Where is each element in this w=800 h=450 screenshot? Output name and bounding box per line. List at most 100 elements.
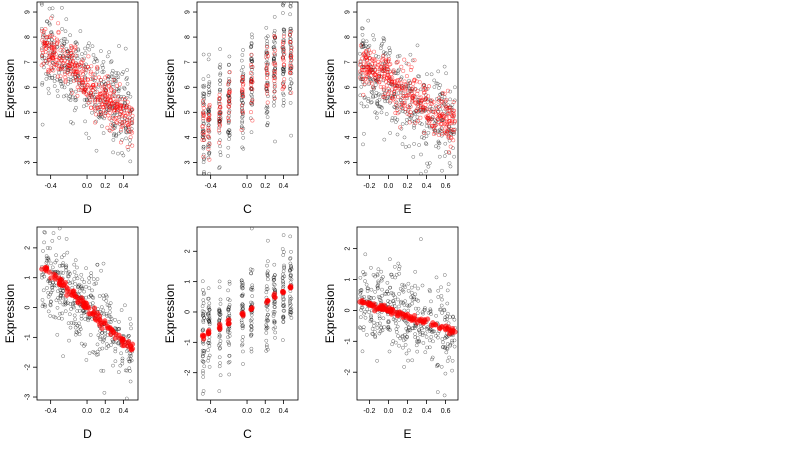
observed-point <box>103 329 107 333</box>
observed-point <box>102 311 106 316</box>
observed-point <box>288 256 292 261</box>
observed-point <box>249 44 254 49</box>
fitted-point <box>94 89 99 94</box>
observed-point <box>375 358 379 363</box>
observed-point <box>250 285 255 290</box>
observed-point <box>91 296 96 300</box>
observed-point <box>217 166 221 170</box>
observed-point <box>67 312 72 317</box>
observed-point <box>272 312 276 316</box>
observed-point <box>281 284 286 289</box>
observed-point <box>207 365 212 369</box>
observed-point <box>68 281 72 286</box>
observed-point <box>378 321 382 326</box>
fitted-point <box>202 132 207 137</box>
observed-point <box>363 315 368 320</box>
observed-point <box>404 117 409 122</box>
observed-point <box>365 104 369 109</box>
fitted-point <box>95 97 100 102</box>
observed-point <box>374 54 378 58</box>
fitted-point <box>272 72 277 77</box>
fitted-point <box>399 90 404 95</box>
observed-point <box>60 290 64 295</box>
fitted-point <box>436 116 441 121</box>
observed-point <box>271 282 276 286</box>
fitted-point <box>55 74 60 79</box>
observed-point <box>111 363 115 368</box>
observed-point <box>273 139 277 144</box>
observed-point <box>92 350 97 355</box>
fitted-point <box>88 71 93 76</box>
observed-point <box>394 71 399 75</box>
observed-point <box>369 89 374 94</box>
observed-point <box>414 343 419 348</box>
observed-point <box>61 43 66 48</box>
observed-point <box>410 298 415 302</box>
observed-point <box>281 27 286 32</box>
observed-point <box>87 47 92 52</box>
fitted-point <box>399 84 404 89</box>
fitted-point <box>78 70 83 75</box>
observed-point <box>48 314 53 318</box>
fitted-point <box>108 105 113 110</box>
observed-point <box>386 291 391 296</box>
observed-point <box>104 342 109 346</box>
fitted-point <box>420 105 425 110</box>
observed-point <box>207 301 212 306</box>
fitted-point <box>110 127 115 132</box>
fitted-point <box>78 60 83 65</box>
fitted-point <box>421 87 426 92</box>
observed-point <box>80 286 84 291</box>
observed-point <box>369 287 374 292</box>
observed-point <box>67 338 71 343</box>
observed-point <box>92 282 97 287</box>
observed-point <box>206 155 211 160</box>
fitted-point <box>120 97 125 102</box>
observed-point <box>419 87 423 92</box>
observed-point <box>281 308 286 313</box>
x-tick-label: 0.4 <box>119 183 129 190</box>
observed-point <box>414 339 419 344</box>
observed-point <box>125 68 129 72</box>
observed-point <box>366 18 371 23</box>
fitted-point <box>127 105 132 110</box>
observed-point <box>94 148 99 153</box>
fitted-point <box>207 103 212 108</box>
fitted-point <box>449 136 454 141</box>
fitted-point <box>98 112 103 117</box>
observed-point <box>64 301 69 306</box>
fitted-point <box>217 92 222 97</box>
fitted-point <box>446 135 451 140</box>
observed-point <box>122 85 126 90</box>
observed-point <box>227 281 232 286</box>
fitted-point <box>409 99 414 104</box>
observed-point <box>68 78 73 82</box>
fitted-point <box>71 60 76 65</box>
observed-point <box>116 370 121 374</box>
fitted-point <box>250 118 255 123</box>
observed-point <box>364 44 368 48</box>
observed-point <box>217 355 222 360</box>
observed-point <box>239 293 244 298</box>
fitted-point <box>85 77 90 82</box>
observed-point <box>126 147 131 152</box>
observed-point <box>423 350 428 355</box>
observed-point <box>207 338 211 343</box>
fitted-point <box>217 106 222 111</box>
observed-point <box>68 325 73 330</box>
fitted-point <box>201 154 206 159</box>
observed-point <box>60 295 65 300</box>
fitted-point <box>368 68 373 73</box>
observed-point <box>266 259 270 264</box>
observed-point <box>83 342 88 347</box>
observed-point <box>99 305 104 309</box>
observed-point <box>83 119 87 124</box>
observed-point <box>76 48 81 53</box>
fitted-point <box>364 301 371 307</box>
observed-point <box>80 277 84 282</box>
observed-point <box>95 342 100 347</box>
observed-point <box>281 338 285 342</box>
observed-point <box>227 330 232 335</box>
observed-point <box>396 69 401 73</box>
observed-point <box>272 103 276 108</box>
